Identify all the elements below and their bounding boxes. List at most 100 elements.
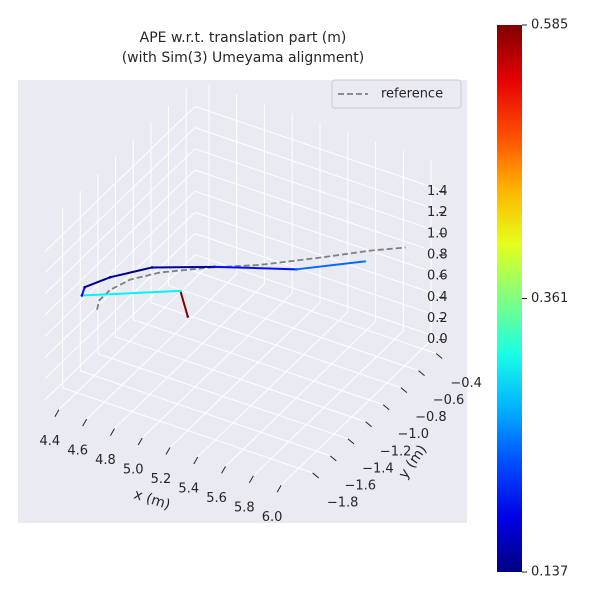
z-tick-label: 0.2 — [427, 311, 448, 326]
grid-line — [225, 321, 376, 467]
grid-line — [280, 339, 432, 486]
trajectory-point — [295, 268, 298, 271]
y-tick — [435, 353, 443, 359]
trajectory-segment — [152, 265, 215, 269]
grid-line — [197, 311, 349, 458]
x-tick-label: 5.8 — [234, 500, 255, 515]
grid-line — [44, 148, 196, 295]
y-tick-label: −1.0 — [397, 427, 429, 442]
trajectory-segment — [81, 289, 181, 297]
z-tick-label: 1.2 — [427, 205, 448, 220]
grid-line — [80, 370, 331, 457]
z-tick-label: 1.0 — [427, 226, 448, 241]
grid-line — [194, 190, 446, 277]
chart-subtitle: (with Sim(3) Umeyama alignment) — [122, 50, 365, 66]
grid-line — [44, 254, 196, 401]
grid-line — [114, 283, 265, 429]
colorbar-tick-label: 0.361 — [531, 291, 568, 306]
y-tick — [365, 421, 372, 428]
grid-line — [141, 292, 293, 439]
trajectory-point — [213, 265, 216, 269]
grid-line — [58, 264, 210, 411]
colorbar-tick-label: 0.137 — [531, 565, 568, 580]
y-tick-label: −1.2 — [380, 444, 412, 459]
x-tick-label: 4.8 — [95, 453, 116, 468]
grid-line — [44, 233, 196, 379]
x-tick — [221, 466, 226, 474]
grid-line — [62, 387, 313, 474]
x-tick-label: 5.4 — [178, 481, 199, 496]
trajectory-point — [150, 266, 154, 269]
y-tick-label: −1.6 — [345, 478, 377, 493]
grid-line — [194, 254, 446, 341]
z-tick-label: 0.8 — [427, 248, 448, 263]
grid-line — [44, 190, 196, 337]
y-tick-label: −0.4 — [450, 376, 482, 391]
trajectory-segment — [296, 260, 365, 271]
grid-line — [86, 273, 238, 420]
x-tick-label: 6.0 — [262, 510, 283, 525]
grid-line — [194, 169, 446, 256]
trajectory-segment — [179, 290, 189, 317]
trajectory-segment — [109, 266, 153, 279]
x-tick — [110, 428, 115, 436]
z-tick-label: 0.0 — [427, 332, 448, 347]
x-tick — [54, 409, 60, 417]
y-tick — [382, 404, 390, 411]
grid-line — [44, 127, 196, 274]
grid-line — [115, 336, 366, 423]
x-tick-label: 5.0 — [123, 463, 144, 478]
grid-line — [97, 353, 349, 440]
grid-line — [168, 285, 419, 372]
grid-line — [169, 302, 321, 448]
trajectory-point — [80, 294, 84, 297]
z-tick-label: 1.4 — [427, 184, 448, 199]
y-tick-label: −1.8 — [327, 495, 359, 510]
trajectory-segment — [80, 286, 86, 296]
trajectory-point — [179, 289, 182, 293]
grid-line — [194, 127, 446, 214]
grid-line — [44, 211, 196, 358]
grid-line — [186, 268, 437, 355]
grid-line — [150, 302, 402, 389]
legend-box — [331, 79, 462, 109]
grid-line — [194, 233, 446, 320]
trajectory-segment — [214, 265, 297, 271]
grid-line — [133, 319, 384, 406]
colorbar — [497, 25, 522, 572]
grid-line — [194, 148, 446, 235]
x-tick — [137, 437, 143, 446]
x-tick — [276, 485, 282, 493]
z-tick-label: 0.4 — [427, 290, 448, 305]
grid-line — [252, 330, 404, 477]
y-tick — [347, 438, 355, 445]
y-tick — [418, 370, 425, 376]
x-tick-label: 4.4 — [40, 434, 61, 449]
legend-label: reference — [381, 87, 443, 102]
y-tick — [400, 387, 408, 394]
z-tick-label: 0.6 — [427, 269, 448, 284]
trajectory-point — [363, 260, 367, 263]
grid-line — [194, 105, 446, 192]
grid-line — [44, 106, 196, 252]
x-tick-label: 4.6 — [67, 444, 88, 459]
x-tick-label: 5.2 — [151, 472, 172, 487]
colorbar-tick-label: 0.585 — [531, 18, 568, 33]
x-tick — [193, 456, 199, 465]
y-tick — [329, 455, 337, 462]
trajectory-segment — [84, 276, 111, 289]
trajectory-point — [186, 315, 190, 318]
x-tick-label: 5.6 — [206, 491, 227, 506]
grid-line — [44, 169, 196, 316]
reference-line — [96, 246, 406, 311]
grid-line — [194, 211, 446, 298]
y-tick — [312, 472, 319, 479]
trajectory-point — [108, 276, 112, 279]
y-tick-label: −0.8 — [415, 410, 447, 425]
y-tick-label: −1.4 — [362, 461, 394, 476]
chart-title: APE w.r.t. translation part (m) — [140, 30, 347, 46]
y-tick-label: −0.6 — [433, 393, 465, 408]
x-tick — [82, 418, 88, 427]
x-tick — [248, 475, 254, 484]
